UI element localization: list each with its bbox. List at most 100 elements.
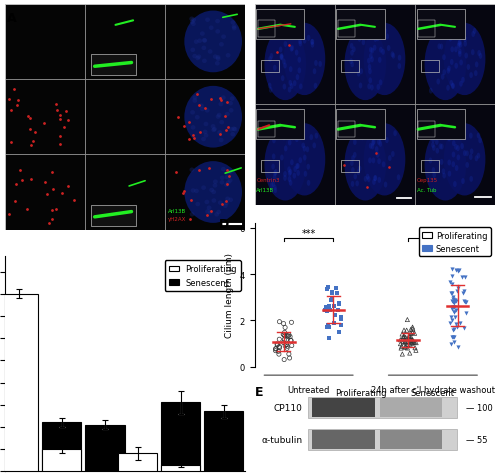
Ellipse shape — [446, 86, 450, 91]
Text: Arl13B: Arl13B — [168, 208, 186, 214]
Point — [450, 309, 458, 317]
Point — [282, 341, 290, 348]
Ellipse shape — [226, 54, 230, 59]
Ellipse shape — [458, 43, 462, 49]
Ellipse shape — [204, 200, 210, 205]
Ellipse shape — [273, 66, 276, 71]
Ellipse shape — [354, 174, 357, 180]
Ellipse shape — [465, 151, 469, 157]
Ellipse shape — [382, 50, 385, 56]
Text: Arl13B: Arl13B — [256, 188, 274, 193]
Ellipse shape — [212, 128, 217, 132]
Ellipse shape — [350, 181, 354, 188]
Ellipse shape — [476, 153, 480, 159]
Ellipse shape — [470, 177, 473, 182]
Text: CP110: CP110 — [274, 403, 303, 412]
Point — [397, 345, 405, 352]
Ellipse shape — [274, 169, 278, 176]
Ellipse shape — [454, 64, 458, 69]
Ellipse shape — [212, 190, 216, 195]
Bar — [118, 454, 158, 471]
Ellipse shape — [284, 146, 288, 152]
Ellipse shape — [429, 89, 432, 94]
Point — [446, 278, 454, 286]
Ellipse shape — [216, 115, 220, 119]
Point — [460, 289, 468, 297]
Ellipse shape — [368, 84, 371, 90]
Point — [403, 338, 411, 346]
Ellipse shape — [378, 178, 381, 184]
Ellipse shape — [280, 155, 283, 161]
Point — [408, 339, 416, 347]
Ellipse shape — [230, 21, 235, 26]
Ellipse shape — [378, 141, 382, 148]
Point — [408, 329, 416, 337]
Ellipse shape — [460, 144, 464, 150]
Point — [324, 308, 332, 316]
Ellipse shape — [373, 176, 377, 182]
Ellipse shape — [264, 29, 306, 101]
Ellipse shape — [282, 60, 286, 65]
Ellipse shape — [359, 135, 362, 141]
Ellipse shape — [368, 69, 372, 75]
Text: Centrin3: Centrin3 — [256, 178, 280, 183]
Point — [450, 293, 458, 301]
Ellipse shape — [202, 60, 207, 64]
Ellipse shape — [392, 54, 395, 60]
Bar — [418, 121, 435, 138]
Ellipse shape — [373, 46, 376, 51]
Ellipse shape — [288, 171, 292, 177]
Bar — [165, 5, 245, 80]
Ellipse shape — [228, 198, 233, 203]
Ellipse shape — [226, 181, 230, 186]
Point — [408, 337, 416, 344]
Point — [408, 325, 416, 333]
Ellipse shape — [303, 39, 306, 45]
Point — [450, 325, 458, 333]
Point — [452, 307, 460, 315]
Ellipse shape — [451, 84, 454, 90]
Text: Cep135: Cep135 — [416, 178, 438, 183]
Ellipse shape — [290, 46, 294, 52]
Ellipse shape — [370, 85, 374, 91]
Ellipse shape — [272, 181, 275, 188]
Ellipse shape — [314, 133, 318, 139]
Ellipse shape — [364, 177, 368, 182]
Point — [454, 288, 462, 295]
Point — [448, 303, 456, 311]
Ellipse shape — [192, 99, 197, 104]
Bar — [335, 5, 415, 105]
Ellipse shape — [450, 47, 454, 53]
Ellipse shape — [436, 149, 439, 154]
Ellipse shape — [478, 51, 481, 57]
Point — [456, 267, 464, 275]
Point — [272, 347, 280, 355]
Ellipse shape — [283, 172, 287, 178]
Ellipse shape — [295, 50, 298, 57]
Point — [280, 339, 287, 347]
Bar — [92, 55, 136, 76]
Ellipse shape — [376, 85, 380, 91]
Bar — [256, 110, 304, 140]
Ellipse shape — [384, 182, 388, 188]
Point — [450, 338, 458, 346]
Ellipse shape — [360, 135, 364, 141]
Ellipse shape — [221, 96, 226, 100]
Ellipse shape — [390, 52, 394, 58]
Ellipse shape — [470, 149, 474, 155]
Ellipse shape — [194, 189, 199, 194]
Ellipse shape — [229, 128, 234, 132]
Point — [452, 298, 460, 305]
Point — [276, 344, 283, 352]
Bar — [308, 397, 456, 418]
Point — [276, 318, 283, 326]
Point — [452, 267, 460, 274]
Ellipse shape — [382, 162, 386, 168]
Point — [452, 320, 460, 328]
Ellipse shape — [350, 59, 353, 65]
Ellipse shape — [374, 37, 377, 43]
Ellipse shape — [306, 164, 310, 170]
Ellipse shape — [264, 129, 306, 201]
Bar — [85, 155, 165, 230]
Ellipse shape — [225, 112, 230, 117]
